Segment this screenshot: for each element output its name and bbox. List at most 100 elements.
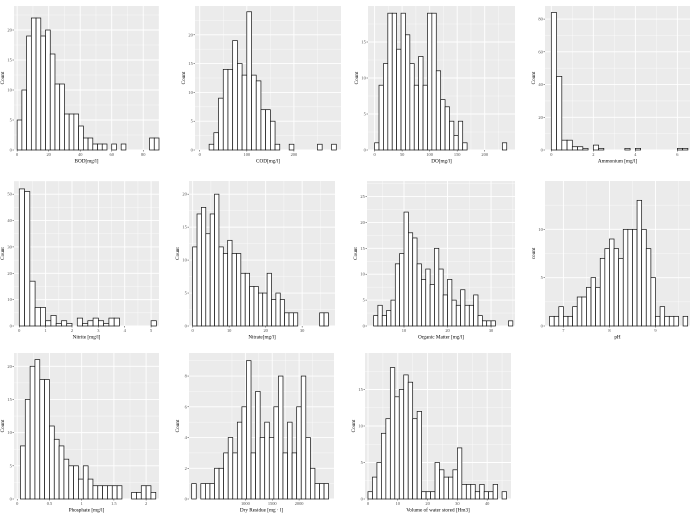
y-tick-label: 15 [182, 225, 187, 230]
x-tick-label: 20 [46, 152, 51, 157]
histogram-bar [44, 379, 50, 500]
histogram-bar [377, 304, 383, 327]
y-tick-label: 0 [10, 324, 13, 329]
histogram-bar [120, 143, 127, 151]
histogram-bar [416, 263, 422, 327]
histogram-bar [636, 199, 643, 327]
histogram-bar [461, 484, 467, 500]
histogram-bar [460, 289, 466, 327]
histogram-bar [378, 84, 384, 151]
histogram-bar [381, 432, 387, 500]
histogram-bar [305, 437, 311, 500]
x-tick-label: 10 [227, 328, 232, 333]
x-tick-label: 200 [481, 152, 488, 157]
histogram-bar [76, 317, 83, 327]
histogram-bar [26, 35, 32, 151]
histogram-bar [383, 63, 389, 151]
histogram-bar [266, 272, 272, 327]
histogram-bar [566, 139, 573, 151]
histogram-bar [39, 379, 45, 500]
histogram-bar [260, 109, 266, 151]
x-tick-label: 200 [291, 152, 298, 157]
histogram-bar [624, 148, 631, 151]
histogram-bar [473, 294, 479, 327]
histogram-bar [97, 143, 103, 151]
histogram-bar [68, 465, 74, 500]
x-tick-label: 4 [124, 328, 127, 333]
y-tick-label: 5 [361, 460, 364, 465]
histogram-bar [412, 237, 418, 327]
histogram-bar [246, 360, 252, 500]
histogram-bar [398, 389, 405, 500]
histogram-bar [479, 484, 485, 500]
x-axis-label: DO[mg/l] [431, 159, 452, 165]
y-tick-label: 0 [185, 324, 188, 329]
x-tick-label: 0 [367, 501, 370, 506]
histogram-bar [394, 396, 400, 500]
y-tick-label: 10 [358, 424, 363, 429]
x-tick-label: 80 [141, 152, 146, 157]
histogram-bod: 0 20 40 60 80 0 5 10 15 20 BOD[mg/l] Count [0, 4, 163, 165]
histogram-bar [422, 84, 428, 151]
histogram-bar [563, 315, 569, 327]
histogram-bar [462, 142, 468, 151]
histogram-bar [227, 239, 233, 327]
histogram-bar [111, 485, 118, 500]
histogram-bar [87, 320, 94, 327]
histogram-bar [442, 294, 448, 327]
histogram-bar [483, 491, 490, 500]
histogram-bar [268, 437, 275, 500]
histogram-bar [590, 277, 596, 327]
histogram-bar [82, 137, 89, 151]
y-tick-label: 10 [361, 76, 366, 81]
histogram-bar [443, 476, 449, 500]
y-tick-label: 8 [185, 374, 188, 379]
histogram-nitrate: 0 10 20 30 0 5 10 15 20 Nitrate[mg/l] Count [173, 179, 339, 341]
histogram-bar [492, 484, 498, 500]
histogram-bar [385, 418, 391, 500]
histogram-bar [604, 248, 610, 327]
histogram-bar [78, 478, 84, 500]
histogram-bar [45, 29, 51, 151]
histogram-bar [222, 69, 229, 151]
chart-svg-organic_matter: 10 20 30 0 5 10 15 20 25 Organic Matter [mg/l] Cou… [353, 181, 515, 341]
histogram-bar [214, 467, 220, 500]
histogram-bar [131, 492, 137, 500]
histogram-bar [191, 483, 197, 500]
y-tick-label: 0 [185, 497, 188, 502]
histogram-bar [403, 211, 409, 327]
histogram-bar [553, 315, 560, 327]
histogram-bar [455, 304, 461, 327]
y-tick-label: 0 [361, 497, 364, 502]
histogram-bar [55, 323, 62, 327]
histogram-bar [558, 306, 564, 327]
chart-svg-cod: 0 100 200 0 5 10 15 20 COD[mg/l] Count [181, 6, 341, 165]
histogram-cod: 0 100 200 0 5 10 15 20 COD[mg/l] Count [179, 4, 345, 165]
x-tick-label: 0 [550, 152, 553, 157]
x-tick-label: 2 [592, 152, 594, 157]
histogram-bar [403, 374, 409, 500]
histogram-bar [73, 465, 79, 500]
histogram-do: 0 50 100 150 200 0 5 10 15 DO[mg/l] Count [352, 4, 519, 165]
y-tick-label: 15 [360, 246, 365, 251]
y-tick-label: 20 [188, 32, 193, 37]
histogram-bar [223, 452, 229, 500]
histogram-bar [449, 120, 455, 151]
histogram-organic_matter: 10 20 30 0 5 10 15 20 25 Organic Matter [mg/l] Cou… [351, 179, 519, 341]
histogram-bar [58, 445, 65, 500]
histogram-bar [251, 74, 257, 151]
histogram-bar [444, 106, 450, 151]
histogram-bar [145, 485, 152, 500]
x-tick-label: 1 [81, 501, 83, 506]
histogram-bar [78, 125, 84, 151]
y-tick-label: 20 [182, 192, 187, 197]
x-tick-label: 6 [676, 152, 679, 157]
histogram-bar [389, 367, 396, 500]
x-tick-label: 10 [402, 328, 407, 333]
y-tick-label: 10 [7, 88, 12, 93]
histogram-bar [376, 462, 382, 500]
histogram-bar [447, 279, 453, 327]
y-tick-label: 2 [185, 466, 187, 471]
y-tick-label: 4 [185, 435, 188, 440]
